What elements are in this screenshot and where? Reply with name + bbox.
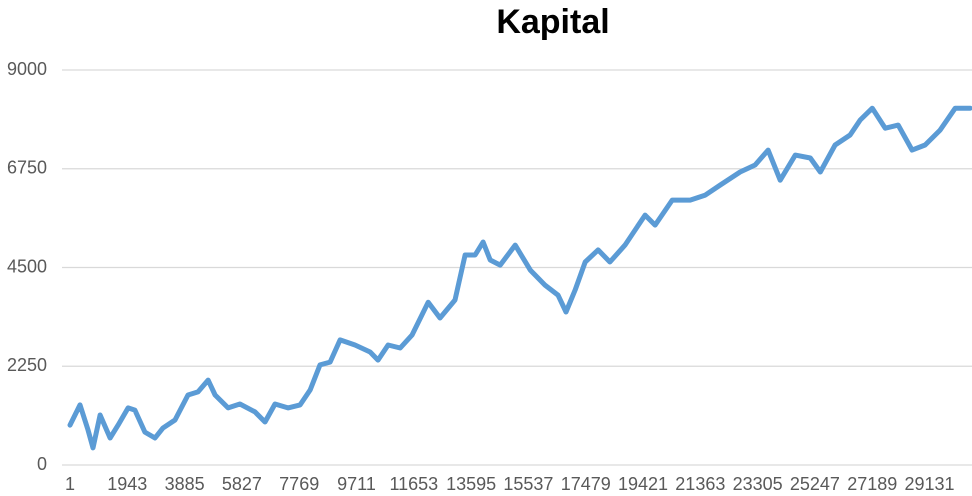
x-tick-label: 9711	[337, 474, 376, 494]
y-tick-label: 4500	[7, 256, 47, 276]
chart-title: Kapital	[496, 3, 609, 41]
y-tick-label: 0	[37, 454, 47, 474]
data-line	[67, 105, 972, 451]
x-tick-label: 7769	[279, 474, 319, 494]
x-tick-label: 5827	[222, 474, 262, 494]
x-tick-label: 21363	[675, 474, 725, 494]
x-tick-label: 13595	[446, 474, 496, 494]
x-tick-label: 29131	[905, 474, 955, 494]
x-tick-label: 17479	[561, 474, 611, 494]
y-tick-label: 2250	[7, 355, 47, 375]
y-tick-label: 9000	[7, 59, 47, 79]
x-tick-label: 15537	[503, 474, 553, 494]
x-tick-label: 23305	[733, 474, 783, 494]
x-tick-label: 1943	[107, 474, 147, 494]
x-tick-label: 11653	[389, 474, 438, 494]
x-tick-label: 19421	[618, 474, 668, 494]
x-tick-label: 3885	[165, 474, 205, 494]
y-tick-label: 6750	[7, 158, 47, 178]
x-tick-label: 27189	[847, 474, 897, 494]
x-tick-label: 25247	[790, 474, 840, 494]
x-tick-label: 1	[65, 474, 75, 494]
